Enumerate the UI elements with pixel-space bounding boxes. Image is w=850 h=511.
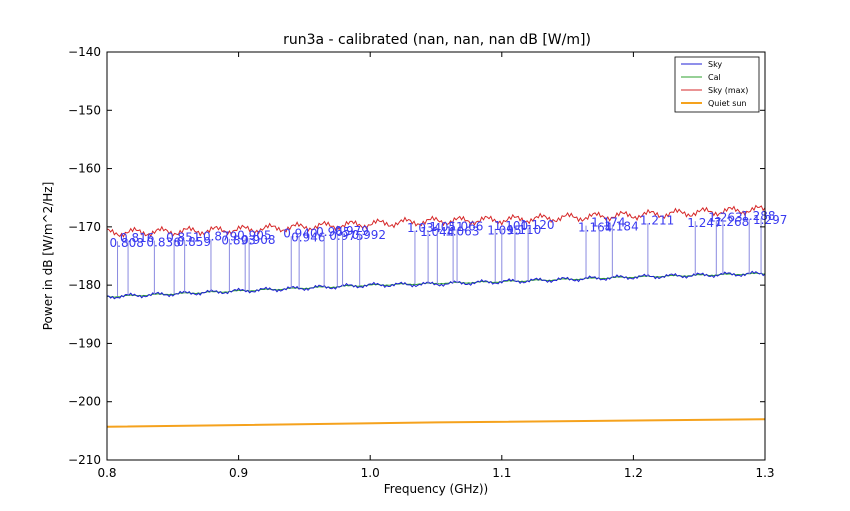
legend-label: Sky [708,60,722,69]
peak-label: 0.879 [203,229,237,243]
y-tick-label: −150 [68,103,101,117]
y-tick-label: −210 [68,453,101,467]
peak-label: 1.063 [445,224,479,238]
peak-label: 1.034 [407,221,441,235]
peak-label: 0.965 [316,225,350,239]
peak-label: 0.992 [352,228,386,242]
peak-label: 1.095 [487,224,521,238]
x-tick-label: 0.9 [229,466,248,480]
series-sky-line [106,270,766,300]
peak-label: 1.066 [449,220,483,234]
peak-label: 1.297 [753,213,787,227]
chart-title: run3a - calibrated (nan, nan, nan dB [W/… [283,32,591,48]
y-tick-label: −180 [68,278,101,292]
y-tick-label: −200 [68,395,101,409]
peak-label: 1.184 [604,220,638,234]
y-tick-label: −140 [68,45,101,59]
series-sky-max-line [106,204,766,238]
x-axis-label: Frequency (GHz)) [384,482,488,496]
x-tick-label: 1.3 [755,466,774,480]
x-tick-label: 1.0 [361,466,380,480]
x-tick-label: 1.2 [624,466,643,480]
series-quiet-sun-line [106,418,766,428]
y-tick-label: −160 [68,162,101,176]
peak-label: 1.164 [578,220,612,234]
peak-label: 1.120 [520,218,554,232]
peak-label: 1.268 [715,215,749,229]
y-axis-label: Power in dB [W/m^2/Hz] [41,182,55,331]
peak-label: 0.808 [110,236,144,250]
peak-label: 0.851 [166,230,200,244]
peak-label: 1.174 [591,215,625,229]
x-tick-label: 1.1 [492,466,511,480]
peak-label: 1.211 [640,213,674,227]
peak-label: 0.975 [329,229,363,243]
peak-label: 0.946 [291,231,325,245]
peak-label: 0.940 [283,226,317,240]
legend-label: Sky (max) [708,86,748,95]
peak-label: 1.051 [429,220,463,234]
peak-label: 1.288 [741,209,775,223]
peak-label: 0.836 [146,235,180,249]
legend-label: Cal [708,73,721,82]
y-tick-label: −170 [68,220,101,234]
legend-label: Quiet sun [708,99,747,108]
peak-label: 0.816 [120,231,154,245]
peak-label: 0.893 [221,234,255,248]
peak-label: 1.110 [507,223,541,237]
peak-label: 0.908 [241,233,275,247]
peak-label: 0.859 [177,235,211,249]
plot-frame [106,51,766,461]
y-tick-label: −190 [68,336,101,350]
x-tick-label: 0.8 [97,466,116,480]
peak-label: 1.247 [687,216,721,230]
peak-label: 1.263 [708,210,742,224]
peak-label: 1.100 [494,219,528,233]
peak-label: 0.905 [237,228,271,242]
peak-label: 0.979 [335,224,369,238]
legend: Sky Cal Sky (max) Quiet sun [674,56,760,113]
